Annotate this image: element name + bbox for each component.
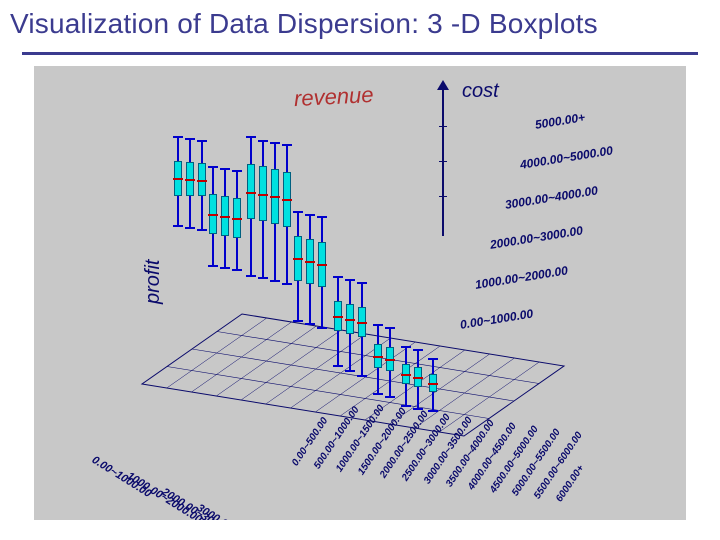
slide-title: Visualization of Data Dispersion: 3 -D B… <box>10 8 710 40</box>
boxplot <box>294 66 302 520</box>
title-underline <box>22 52 698 55</box>
boxplot <box>334 66 342 520</box>
chart-3d-boxplot: revenue cost profit 5000.00+4000.00~5000… <box>34 66 686 520</box>
boxplot <box>414 66 422 520</box>
boxplot <box>259 66 267 520</box>
boxplot <box>374 66 382 520</box>
boxplot <box>318 66 326 520</box>
boxplot <box>271 66 279 520</box>
boxplot <box>402 66 410 520</box>
boxplot <box>247 66 255 520</box>
boxplot <box>283 66 291 520</box>
boxplot <box>233 66 241 520</box>
boxplot <box>386 66 394 520</box>
boxplot <box>346 66 354 520</box>
boxplot <box>198 66 206 520</box>
boxplot <box>221 66 229 520</box>
slide: Visualization of Data Dispersion: 3 -D B… <box>0 0 720 540</box>
boxplot <box>358 66 366 520</box>
boxplot <box>186 66 194 520</box>
boxplot <box>429 66 437 520</box>
boxplot <box>209 66 217 520</box>
boxplot <box>306 66 314 520</box>
boxplot <box>174 66 182 520</box>
